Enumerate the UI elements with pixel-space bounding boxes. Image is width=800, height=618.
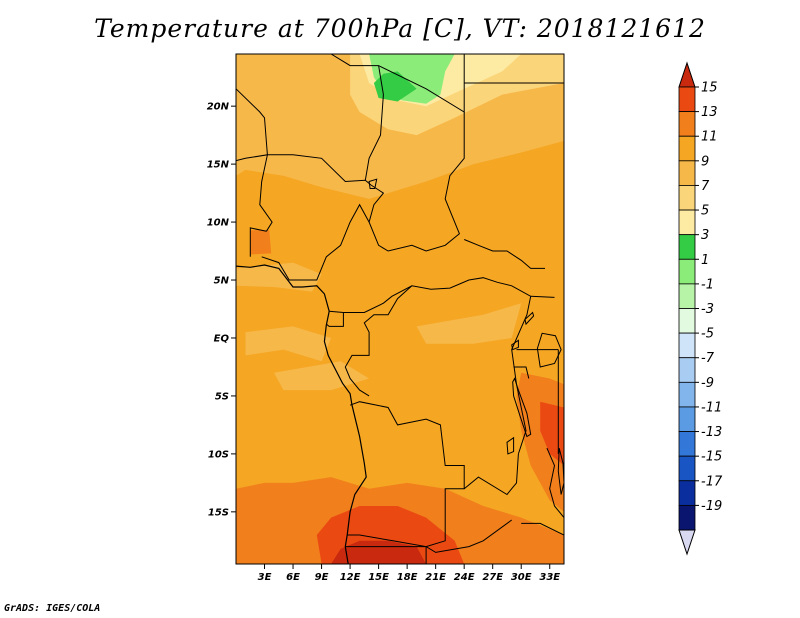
map-title: Temperature at 700hPa [C], VT: 201812161… <box>94 14 706 43</box>
country-borders <box>236 54 564 564</box>
colorbar-swatch <box>678 504 696 531</box>
lat-tick-label: 10S <box>208 449 229 460</box>
border-line-15 <box>463 453 519 496</box>
colorbar-swatch <box>678 209 696 236</box>
border-line-2 <box>330 54 465 113</box>
lon-tick-label: 18E <box>397 572 418 583</box>
lake-outline-6 <box>368 178 378 189</box>
field-mild-1-3-core <box>373 71 417 102</box>
lon-tick-label: 27E <box>482 572 503 583</box>
colorbar-swatch <box>678 135 696 162</box>
colorbar-label: -11 <box>701 400 722 415</box>
lat-tick-label: 15N <box>207 160 230 171</box>
colorbar-swatch <box>678 431 696 457</box>
border-line-21 <box>521 522 564 536</box>
colorbar-label: 5 <box>701 204 709 219</box>
field-warm-congo2-9-11 <box>416 303 522 344</box>
lon-tick-label: 24E <box>454 572 475 583</box>
colorbar-swatch <box>678 185 696 211</box>
lat-tick-label: 5S <box>215 391 229 402</box>
colorbar-label: 11 <box>701 130 718 145</box>
lat-tick-label: EQ <box>214 333 230 344</box>
colorbar-swatch <box>678 480 696 506</box>
colorbar-label: -9 <box>701 376 714 391</box>
colorbar-swatch <box>678 455 696 482</box>
colorbar-label: -17 <box>701 474 723 489</box>
colorbar-swatch <box>678 111 696 137</box>
lat-tick-label: 15S <box>208 507 229 518</box>
colorbar-swatch <box>678 332 696 359</box>
latitude-axis: 20N 15N 10N 5N EQ 5S 10S 15S <box>207 102 236 518</box>
colorbar-swatch <box>678 86 696 113</box>
field-hot-west-11-13 <box>250 230 272 255</box>
border-line-12 <box>347 401 465 548</box>
colorbar-label: -7 <box>701 351 715 366</box>
lake-outline-1 <box>512 377 532 438</box>
lon-tick-label: 21E <box>425 572 446 583</box>
border-line-10 <box>325 312 344 327</box>
colorbar-swatch <box>678 406 696 432</box>
border-line-22 <box>464 239 545 269</box>
border-line-4 <box>368 112 465 252</box>
lat-tick-label: 20N <box>207 102 230 113</box>
colorbar-label: -5 <box>701 327 714 342</box>
colorbar-swatch <box>678 258 696 285</box>
colorbar: 15 13 11 9 7 5 3 1 -1 -3 -5 -7 -9 -11 -13 -15 -17 -19 <box>678 61 723 556</box>
coastline <box>236 264 367 564</box>
field-warm-coast-9-11 <box>236 262 322 292</box>
lake-outline-4 <box>511 339 519 351</box>
colorbar-label: -3 <box>701 302 714 317</box>
lake-outline-2 <box>557 447 564 495</box>
colorbar-label: -15 <box>701 450 722 465</box>
field-warm-sw-9-11 <box>274 361 370 391</box>
colorbar-label: 3 <box>701 228 709 243</box>
lon-tick-label: 15E <box>368 572 389 583</box>
colorbar-bottom-arrow <box>678 529 696 556</box>
colorbar-swatch <box>678 308 696 334</box>
border-line-7 <box>249 227 267 257</box>
border-line-0 <box>236 88 268 162</box>
border-line-3 <box>364 65 384 181</box>
lon-tick-label: 3E <box>258 572 272 583</box>
colorbar-swatch <box>678 357 696 383</box>
colorbar-top-arrow <box>678 61 696 88</box>
border-line-18 <box>513 366 530 379</box>
colorbar-label: 9 <box>701 154 709 169</box>
border-line-1 <box>267 154 372 186</box>
border-line-11 <box>344 285 413 397</box>
temperature-fields <box>236 54 564 564</box>
lon-tick-label: 9E <box>315 572 329 583</box>
colorbar-label: -13 <box>701 425 722 440</box>
longitude-axis: 3E 6E 9E 12E 15E 18E 21E 24E 27E 30E 33E <box>258 564 560 583</box>
border-line-8 <box>261 203 370 281</box>
colorbar-swatch <box>678 160 696 186</box>
border-line-9 <box>329 277 555 313</box>
lon-tick-label: 12E <box>340 572 361 583</box>
colorbar-label: -1 <box>701 277 714 292</box>
colorbar-label: 7 <box>701 179 710 194</box>
border-line-20 <box>546 447 564 518</box>
map-frame <box>235 53 565 565</box>
grads-credit: GrADS: IGES/COLA <box>4 603 101 614</box>
field-warm-congo-9-11 <box>245 326 332 362</box>
colorbar-label: 1 <box>701 253 709 268</box>
lon-tick-label: 6E <box>286 572 300 583</box>
colorbar-label: 15 <box>701 81 718 96</box>
lake-outline-3 <box>506 436 515 455</box>
border-line-6 <box>259 154 273 232</box>
colorbar-swatch <box>678 283 696 309</box>
lat-tick-label: 10N <box>207 218 230 229</box>
colorbar-swatch <box>678 381 696 408</box>
colorbar-label: 13 <box>701 105 718 120</box>
lon-tick-label: 33E <box>539 572 560 583</box>
lake-outline-0 <box>536 332 562 368</box>
lon-tick-label: 30E <box>511 572 532 583</box>
colorbar-label: -19 <box>701 499 722 514</box>
lake-outline-5 <box>524 311 535 326</box>
lat-tick-label: 5N <box>214 276 230 287</box>
colorbar-swatch <box>678 234 696 260</box>
border-line-13 <box>345 519 512 553</box>
